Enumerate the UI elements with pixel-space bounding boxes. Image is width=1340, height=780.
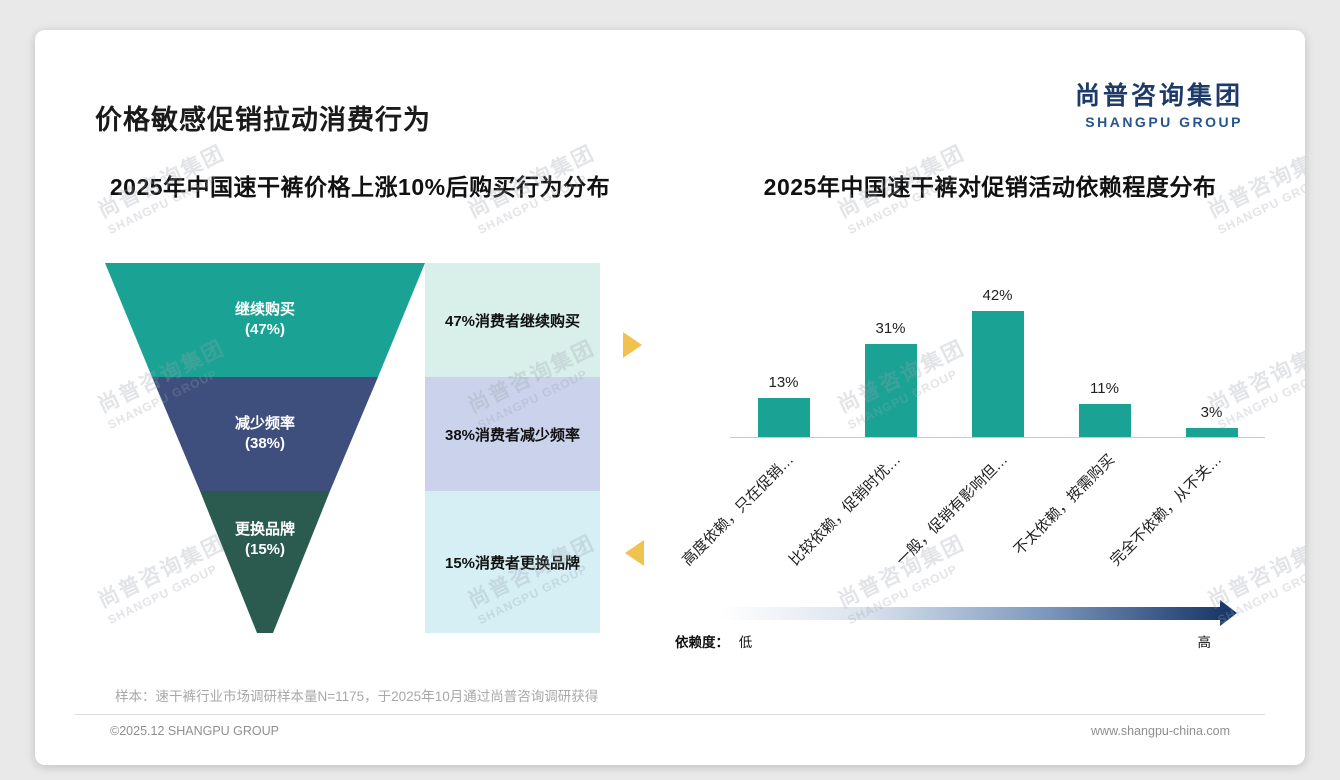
bar-3 (1078, 404, 1131, 437)
dependency-gradient-arrow (720, 607, 1220, 620)
funnel-segment-pct: (47%) (244, 321, 285, 338)
footer-divider (75, 714, 1265, 715)
page-title: 价格敏感促销拉动消费行为 (95, 105, 431, 135)
dependency-legend: 依赖度： 低 高 (675, 631, 1235, 651)
dependency-low-label: 低 (738, 635, 753, 650)
funnel-segment-name: 更换品牌 (234, 521, 295, 538)
funnel-segment-reduce-frequency (152, 377, 378, 491)
slide-card: 价格敏感促销拉动消费行为 尚普咨询集团 SHANGPU GROUP 2025年中… (35, 30, 1305, 765)
funnel-annotation-panel: 47%消费者继续购买 (425, 263, 600, 377)
bar-value-label: 31% (875, 320, 906, 337)
funnel-annotation-panel: 15%消费者更换品牌 (425, 491, 600, 633)
funnel-chart-title: 2025年中国速干裤价格上涨10%后购买行为分布 (109, 174, 611, 200)
website-url: www.shangpu-china.com (1091, 724, 1230, 738)
sample-note: 样本：速干裤行业市场调研样本量N=1175，于2025年10月通过尚普咨询调研获… (115, 689, 599, 704)
funnel-segment-name: 继续购买 (234, 301, 295, 318)
bar-value-label: 11% (1090, 380, 1119, 397)
bar-chart-x-labels: 高度依赖，只在促销… 比较依赖，促销时优… 一般，促销有影响但… 不太依赖，按需购买完… (679, 451, 1226, 570)
funnel-annotation-text: 15%消费者更换品牌 (444, 554, 581, 572)
funnel-segment-switch-brand (200, 491, 330, 633)
bar-value-label: 42% (982, 287, 1013, 304)
funnel-chart (105, 263, 425, 633)
bar-column: 11% (1051, 270, 1158, 437)
bar-column: 3% (1158, 270, 1265, 437)
funnel-segment-label: 更换品牌 (15%) (105, 520, 425, 560)
bar-column: 13% (730, 270, 837, 437)
bar-column: 31% (837, 270, 944, 437)
funnel-annotation-text: 47%消费者继续购买 (444, 312, 581, 330)
funnel-segment-label: 减少频率 (38%) (105, 414, 425, 454)
arrow-head-icon (1220, 600, 1237, 626)
logo-cn-text: 尚普咨询集团 (1074, 82, 1243, 110)
funnel-segment-continue-buying (105, 263, 425, 377)
bar-value-label: 3% (1200, 404, 1223, 421)
flow-arrow-left-icon (625, 540, 644, 566)
bar-4 (1185, 428, 1238, 437)
funnel-segment-pct: (38%) (244, 435, 285, 452)
bar-chart-plot: 13% 31% 42% 11% 3% (730, 270, 1265, 438)
bar-chart-title: 2025年中国速干裤对促销活动依赖程度分布 (763, 174, 1217, 200)
bar-2 (971, 311, 1024, 437)
logo-en-text: SHANGPU GROUP (1085, 114, 1243, 130)
copyright-text: ©2025.12 SHANGPU GROUP (110, 724, 279, 738)
dependency-high-label: 高 (1197, 635, 1212, 650)
funnel-segment-label: 继续购买 (47%) (105, 300, 425, 340)
bar-0 (757, 398, 810, 437)
dependency-legend-title: 依赖度： (675, 635, 729, 650)
bar-value-label: 13% (768, 374, 799, 391)
bar-1 (864, 344, 917, 437)
bar-column: 42% (944, 270, 1051, 437)
company-logo: 尚普咨询集团 SHANGPU GROUP (1075, 76, 1243, 130)
funnel-annotation-panel: 38%消费者减少频率 (425, 377, 600, 491)
funnel-segment-name: 减少频率 (234, 415, 295, 432)
funnel-segment-pct: (15%) (244, 541, 285, 558)
page-background: { "page": { "title": "价格敏感促销拉动消费行为", "lo… (0, 30, 1340, 780)
funnel-annotation-text: 38%消费者减少频率 (444, 426, 581, 444)
flow-arrow-right-icon (623, 332, 642, 358)
